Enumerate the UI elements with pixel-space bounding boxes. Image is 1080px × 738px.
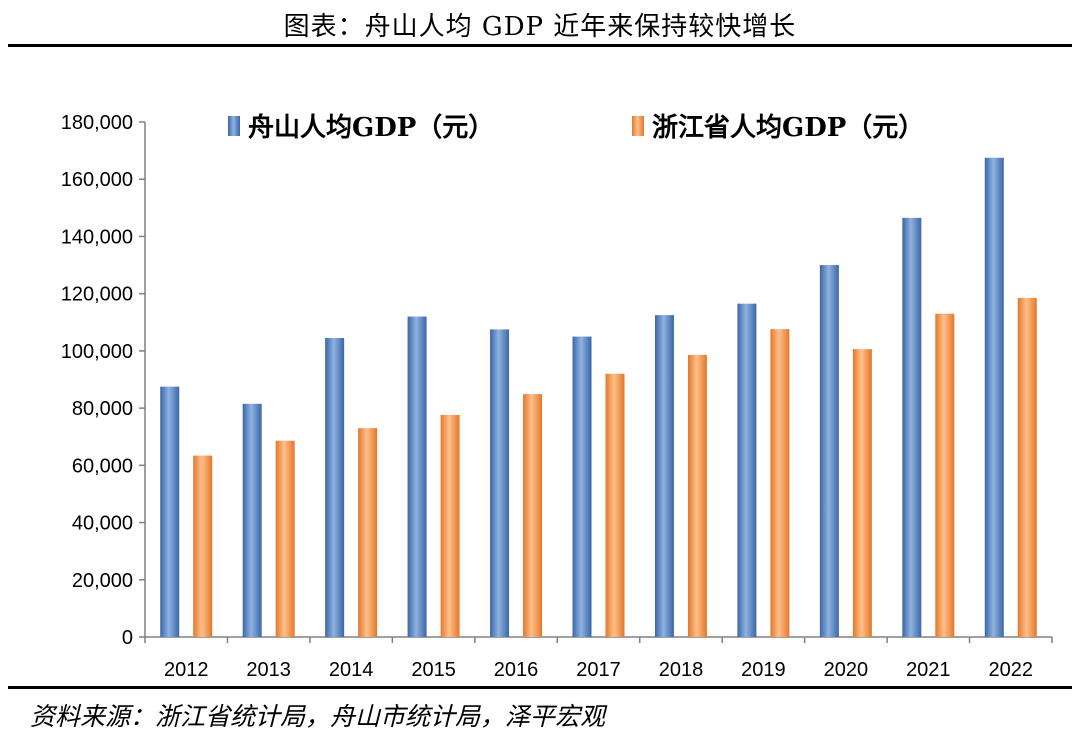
legend-swatch-zhejiang bbox=[632, 116, 644, 136]
bar-zhejiang bbox=[687, 354, 707, 637]
x-tick-label: 2016 bbox=[494, 659, 539, 681]
y-tick-label: 120,000 bbox=[61, 284, 133, 306]
bar-zhoushan bbox=[902, 217, 922, 637]
bar-zhejiang bbox=[358, 428, 378, 637]
y-tick-label: 20,000 bbox=[72, 570, 133, 592]
x-tick-label: 2013 bbox=[246, 659, 291, 681]
bar-zhejiang bbox=[523, 394, 543, 637]
bar-zhejiang bbox=[193, 455, 213, 637]
y-tick-label: 60,000 bbox=[72, 455, 133, 477]
x-tick-label: 2014 bbox=[329, 659, 374, 681]
legend-label-zhejiang: 浙江省人均GDP（元） bbox=[652, 113, 924, 143]
bar-zhejiang bbox=[275, 440, 295, 637]
bar-zhoushan bbox=[819, 265, 839, 637]
bar-zhejiang bbox=[440, 414, 460, 637]
bars bbox=[160, 157, 1037, 637]
y-tick-label: 100,000 bbox=[61, 341, 133, 363]
x-tick-label: 2018 bbox=[659, 659, 704, 681]
bar-zhejiang bbox=[605, 373, 625, 637]
bar-zhoushan bbox=[654, 315, 674, 637]
bar-zhejiang bbox=[770, 329, 790, 637]
bar-zhoushan bbox=[407, 316, 427, 637]
y-tick-label: 140,000 bbox=[61, 226, 133, 248]
x-tick-label: 2019 bbox=[741, 659, 786, 681]
legend-swatch-zhoushan bbox=[228, 116, 240, 136]
x-tick-label: 2020 bbox=[824, 659, 869, 681]
bar-zhejiang bbox=[852, 349, 872, 637]
x-tick-label: 2017 bbox=[576, 659, 621, 681]
y-tick-label: 160,000 bbox=[61, 169, 133, 191]
bar-zhoushan bbox=[242, 403, 262, 637]
y-tick-label: 0 bbox=[122, 627, 133, 649]
bar-zhoushan bbox=[737, 303, 757, 637]
bar-zhejiang bbox=[1017, 297, 1037, 637]
y-tick-label: 80,000 bbox=[72, 398, 133, 420]
x-tick-label: 2012 bbox=[164, 659, 209, 681]
legend: 舟山人均GDP（元） 浙江省人均GDP（元） bbox=[228, 113, 924, 143]
source-note: 资料来源：浙江省统计局，舟山市统计局，泽平宏观 bbox=[30, 702, 606, 731]
y-axis: 0 20,000 40,000 60,000 80,000 100,000 120,000 1… bbox=[61, 112, 146, 649]
legend-label-zhoushan: 舟山人均GDP（元） bbox=[248, 113, 494, 143]
y-tick-label: 180,000 bbox=[61, 112, 133, 134]
chart-title: 图表：舟山人均 GDP 近年来保持较快增长 bbox=[283, 12, 797, 42]
bar-zhoushan bbox=[325, 338, 345, 637]
bar-chart: 0 20,000 40,000 60,000 80,000 100,000 120,000 1… bbox=[61, 112, 1053, 681]
x-tick-label: 2015 bbox=[411, 659, 456, 681]
y-tick-label: 40,000 bbox=[72, 513, 133, 535]
x-tick-label: 2021 bbox=[906, 659, 951, 681]
top-rule bbox=[8, 44, 1072, 47]
x-tick-label: 2022 bbox=[989, 659, 1034, 681]
bar-zhoushan bbox=[984, 157, 1004, 637]
bar-zhejiang bbox=[935, 313, 955, 637]
x-axis: 2012 2013 2014 2015 2016 2017 2018 2019 2020 2021… bbox=[144, 636, 1053, 681]
bottom-rule bbox=[8, 686, 1072, 689]
bar-zhoushan bbox=[572, 336, 592, 637]
bar-zhoushan bbox=[490, 329, 510, 637]
bar-zhoushan bbox=[160, 386, 180, 637]
